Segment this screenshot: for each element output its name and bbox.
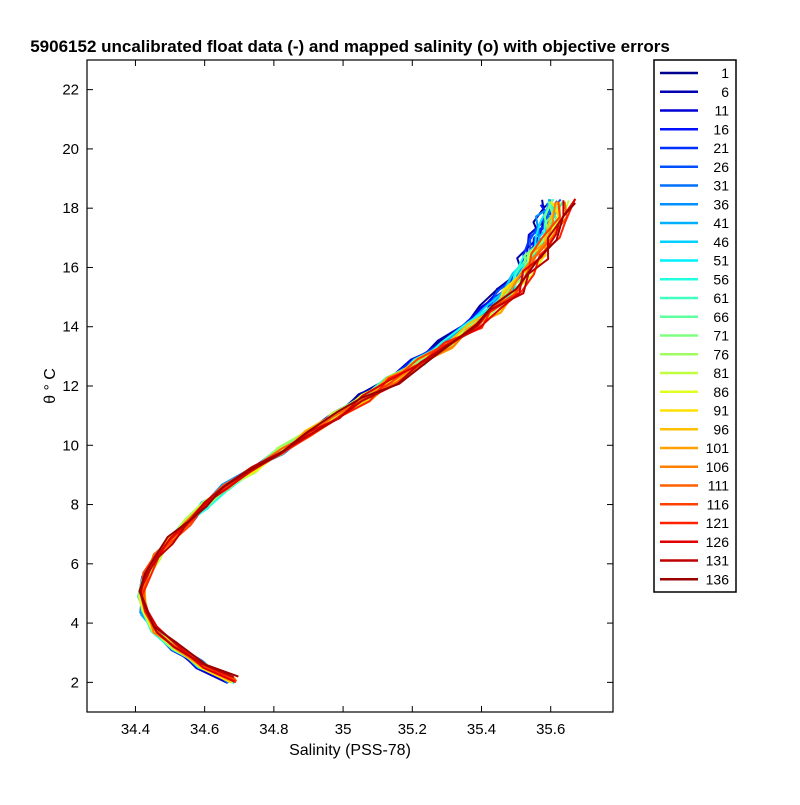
- legend-label: 61: [713, 290, 729, 306]
- y-axis-label: θ ° C: [42, 368, 59, 404]
- profile-line: [141, 202, 557, 682]
- x-tick-label: 35: [335, 721, 352, 738]
- y-tick-label: 14: [62, 319, 79, 336]
- legend-label: 101: [706, 440, 730, 456]
- legend-label: 41: [713, 215, 729, 231]
- profile-line: [141, 204, 558, 681]
- legend-label: 106: [706, 459, 730, 475]
- legend-label: 1: [721, 65, 729, 81]
- legend-label: 36: [713, 196, 729, 212]
- legend-label: 81: [713, 365, 729, 381]
- x-tick-label: 35.2: [398, 721, 427, 738]
- profile-line: [139, 198, 555, 681]
- profile-line: [140, 198, 551, 678]
- legend-label: 126: [706, 534, 730, 550]
- y-tick-label: 4: [71, 615, 79, 632]
- y-axis: 2 4 6 8 10 12 14 16 18 20 22: [62, 82, 613, 691]
- profile-line: [143, 198, 554, 680]
- profile-line: [138, 198, 577, 683]
- profiles-layer: [137, 198, 577, 684]
- legend-label: 66: [713, 309, 729, 325]
- profile-line: [137, 201, 555, 680]
- legend-label: 31: [713, 178, 729, 194]
- profile-line: [140, 200, 561, 684]
- y-tick-label: 6: [71, 556, 79, 573]
- chart-title: 5906152 uncalibrated float data (-) and …: [30, 37, 670, 56]
- legend-label: 46: [713, 234, 729, 250]
- legend-label: 111: [708, 478, 729, 494]
- legend-label: 16: [713, 121, 729, 137]
- legend-label: 96: [713, 421, 729, 437]
- legend-label: 51: [713, 253, 729, 269]
- y-tick-label: 12: [62, 378, 79, 395]
- profile-line: [138, 202, 576, 678]
- profile-line: [140, 201, 564, 684]
- legend-label: 76: [713, 346, 729, 362]
- profile-line: [142, 203, 554, 683]
- y-tick-label: 18: [62, 200, 79, 217]
- legend-label: 116: [707, 496, 730, 512]
- x-tick-label: 35.4: [467, 721, 496, 738]
- y-tick-label: 10: [62, 437, 79, 454]
- legend-label: 11: [714, 103, 729, 119]
- profile-line: [140, 204, 552, 677]
- plot-frame: [86, 59, 614, 713]
- profile-line: [143, 201, 568, 681]
- x-tick-label: 34.6: [190, 721, 219, 738]
- legend-label: 71: [713, 328, 729, 344]
- profile-line: [137, 198, 562, 680]
- y-tick-label: 16: [62, 259, 79, 276]
- y-tick-label: 20: [62, 141, 79, 158]
- profile-line: [140, 198, 577, 684]
- legend-label: 26: [713, 159, 729, 175]
- profile-line: [139, 200, 565, 679]
- profile-line: [138, 204, 547, 680]
- legend-label: 121: [706, 515, 730, 531]
- legend-label: 56: [713, 271, 729, 287]
- x-axis-label: Salinity (PSS-78): [289, 742, 411, 759]
- profile-line: [137, 199, 570, 684]
- profile-line: [142, 201, 563, 682]
- legend: 1611162126313641465156616671768186919610…: [653, 59, 737, 593]
- legend-label: 21: [713, 140, 729, 156]
- profile-line: [138, 200, 558, 684]
- legend-label: 91: [713, 403, 729, 419]
- x-axis: 34.4 34.6 34.8 35 35.2 35.4 35.6: [121, 60, 565, 738]
- legend-label: 6: [721, 84, 729, 100]
- profile-line: [138, 202, 561, 680]
- legend-label: 86: [713, 384, 729, 400]
- profile-line: [141, 203, 562, 680]
- y-tick-label: 8: [71, 497, 79, 514]
- legend-label: 136: [706, 571, 730, 587]
- x-tick-label: 34.8: [259, 721, 288, 738]
- profile-line: [139, 199, 546, 681]
- y-tick-label: 2: [71, 674, 79, 691]
- y-tick-label: 22: [62, 82, 79, 99]
- profile-line: [140, 203, 556, 681]
- profile-line: [139, 199, 552, 684]
- profile-line: [141, 205, 561, 683]
- legend-label: 131: [706, 553, 730, 569]
- x-tick-label: 35.6: [536, 721, 565, 738]
- profile-line: [143, 200, 559, 683]
- x-tick-label: 34.4: [121, 721, 150, 738]
- profile-line: [141, 201, 561, 682]
